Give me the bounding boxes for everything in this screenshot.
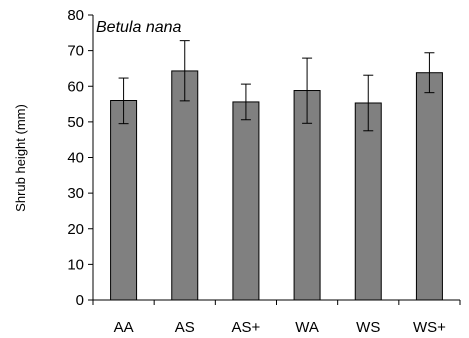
y-axis: 0 10 20 30 40 50 60 70 80 (67, 7, 94, 309)
chart-title: Betula nana (96, 19, 182, 36)
error-bars-group (118, 40, 435, 132)
x-tick-label: AS+ (232, 319, 261, 336)
x-tick-label: WS+ (413, 319, 446, 336)
bar-as (171, 70, 199, 301)
y-tick-label: 60 (67, 78, 84, 95)
x-axis: AA AS AS+ WA WS WS+ (92, 299, 461, 336)
bar-as-plus (232, 101, 260, 301)
bar-aa (110, 100, 138, 301)
x-tick-label: WS (356, 319, 380, 336)
x-tick-label: WA (295, 319, 319, 336)
x-tick-label: AA (114, 319, 134, 336)
y-tick-label: 0 (76, 292, 84, 309)
x-tick-label: AS (175, 319, 195, 336)
y-tick-label: 40 (67, 150, 84, 167)
y-tick-label: 70 (67, 43, 84, 60)
bars-group (110, 70, 443, 301)
y-tick-label: 50 (67, 114, 84, 131)
y-tick-label: 80 (67, 7, 84, 24)
y-tick-label: 20 (67, 221, 84, 238)
bar-ws (354, 102, 382, 301)
y-axis-label: Shrub height (mm) (13, 104, 28, 212)
bar-ws-plus (415, 72, 443, 301)
y-tick-label: 30 (67, 185, 84, 202)
y-tick-label: 10 (67, 256, 84, 273)
